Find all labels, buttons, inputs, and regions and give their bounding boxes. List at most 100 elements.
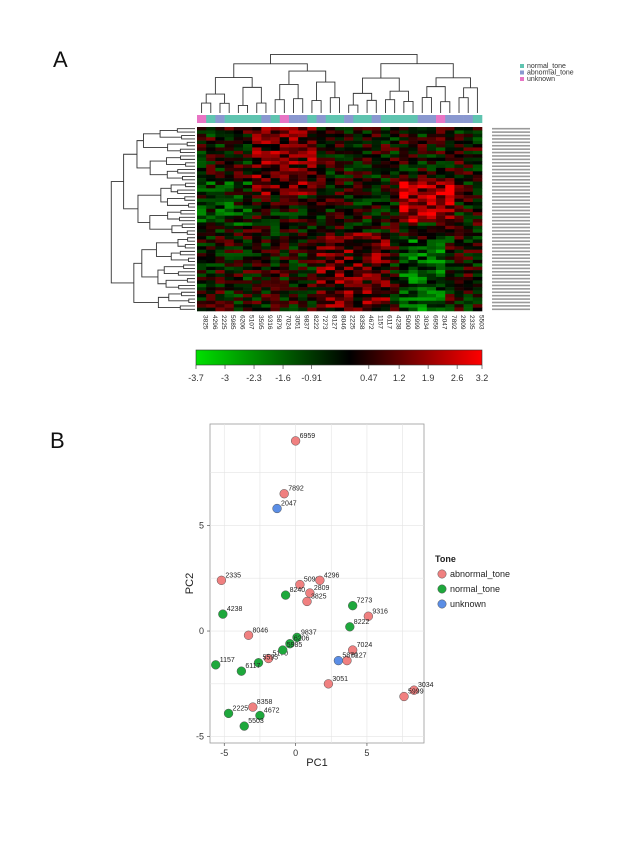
heatmap-cell — [215, 253, 225, 257]
heatmap-cell — [224, 144, 235, 148]
heatmap-cell — [298, 239, 308, 244]
heatmap-cell — [380, 273, 391, 278]
heatmap-cell — [325, 259, 336, 264]
heatmap-cell — [270, 164, 281, 169]
heatmap-cell — [408, 300, 418, 305]
heatmap-cell — [298, 246, 308, 250]
heatmap-cell — [399, 253, 409, 257]
heatmap-cell — [463, 280, 474, 285]
column-label: 4238 — [395, 315, 402, 330]
heatmap-cell — [261, 212, 271, 216]
heatmap-cell — [417, 236, 428, 240]
heatmap-cell — [316, 263, 327, 268]
heatmap-cell — [307, 290, 317, 295]
heatmap-cell — [215, 280, 225, 285]
heatmap-cell — [445, 161, 455, 165]
heatmap-cell — [362, 273, 372, 278]
heatmap-cell — [288, 167, 299, 172]
heatmap-cell — [252, 188, 262, 193]
heatmap-cell — [362, 161, 372, 165]
heatmap-cell — [325, 246, 336, 250]
heatmap-cell — [408, 283, 418, 288]
heatmap-cell — [445, 181, 455, 186]
heatmap-cell — [463, 304, 474, 308]
heatmap-cell — [325, 205, 336, 210]
heatmap-cell — [344, 127, 354, 131]
heatmap-cell — [445, 270, 455, 274]
heatmap-cell — [224, 198, 235, 203]
heatmap-cell — [242, 280, 253, 285]
heatmap-cell — [316, 249, 327, 254]
heatmap-cell — [344, 164, 354, 169]
data-point — [218, 609, 228, 619]
dendrogram-branch — [183, 264, 195, 269]
heatmap-cell — [334, 246, 345, 250]
column-label: 2047 — [441, 315, 448, 330]
heatmap-cell — [380, 290, 391, 295]
heatmap-cell — [325, 140, 336, 145]
heatmap-cell — [288, 225, 299, 230]
heatmap-cell — [233, 256, 244, 261]
heatmap-cell — [215, 219, 225, 223]
heatmap-cell — [252, 201, 262, 206]
heatmap-cell — [316, 300, 327, 305]
heatmap-cell — [307, 161, 317, 165]
heatmap-cell — [371, 253, 382, 257]
heatmap-cell — [399, 144, 409, 148]
heatmap-cell — [417, 174, 428, 179]
heatmap-cell — [344, 195, 354, 199]
group-bar-cell — [408, 115, 418, 123]
heatmap-cell — [472, 127, 483, 131]
heatmap-cell — [215, 188, 225, 193]
heatmap-cell — [408, 219, 418, 223]
heatmap-cell — [197, 300, 207, 305]
heatmap-cell — [288, 287, 299, 291]
heatmap-cell — [307, 205, 317, 210]
heatmap-cell — [408, 144, 418, 148]
point-label: 6117 — [245, 663, 260, 670]
heatmap-cell — [288, 137, 299, 141]
heatmap-cell — [215, 171, 225, 176]
group-bar-cell — [288, 115, 299, 123]
group-bar-cell — [334, 115, 345, 123]
heatmap-cell — [279, 188, 290, 193]
heatmap-cell — [390, 167, 400, 172]
heatmap-cell — [215, 127, 225, 131]
heatmap-cell — [390, 300, 400, 305]
heatmap-cell — [298, 259, 308, 264]
row-label-mark — [492, 223, 530, 225]
heatmap-cell — [288, 195, 299, 199]
heatmap-cell — [445, 304, 455, 308]
heatmap-cell — [426, 188, 437, 193]
dendrogram-branch — [177, 169, 195, 174]
heatmap-cell — [344, 283, 354, 288]
heatmap-cell — [380, 154, 391, 158]
heatmap-cell — [426, 147, 437, 152]
heatmap-cell — [380, 144, 391, 148]
heatmap-cell — [371, 225, 382, 230]
heatmap-cell — [233, 164, 244, 169]
heatmap-cell — [197, 161, 207, 165]
heatmap-cell — [436, 205, 446, 210]
heatmap-cell — [390, 127, 400, 131]
heatmap-cell — [463, 287, 474, 291]
heatmap-cell — [472, 290, 483, 295]
heatmap-cell — [233, 154, 244, 158]
group-legend-label: abnormal_tone — [527, 70, 574, 77]
heatmap-cell — [316, 256, 327, 261]
heatmap-cell — [445, 225, 455, 230]
data-point — [263, 653, 274, 664]
heatmap-cell — [463, 283, 474, 288]
heatmap-cell — [445, 198, 455, 203]
heatmap-cell — [224, 307, 235, 312]
heatmap-cell — [472, 219, 483, 223]
heatmap-cell — [390, 222, 400, 227]
heatmap-cell — [362, 147, 372, 152]
heatmap-cell — [390, 263, 400, 268]
heatmap-cell — [252, 283, 262, 288]
heatmap-cell — [334, 191, 345, 196]
heatmap-cell — [408, 229, 418, 233]
heatmap-cell — [298, 307, 308, 312]
heatmap-cell — [298, 144, 308, 148]
heatmap-cell — [436, 154, 446, 158]
